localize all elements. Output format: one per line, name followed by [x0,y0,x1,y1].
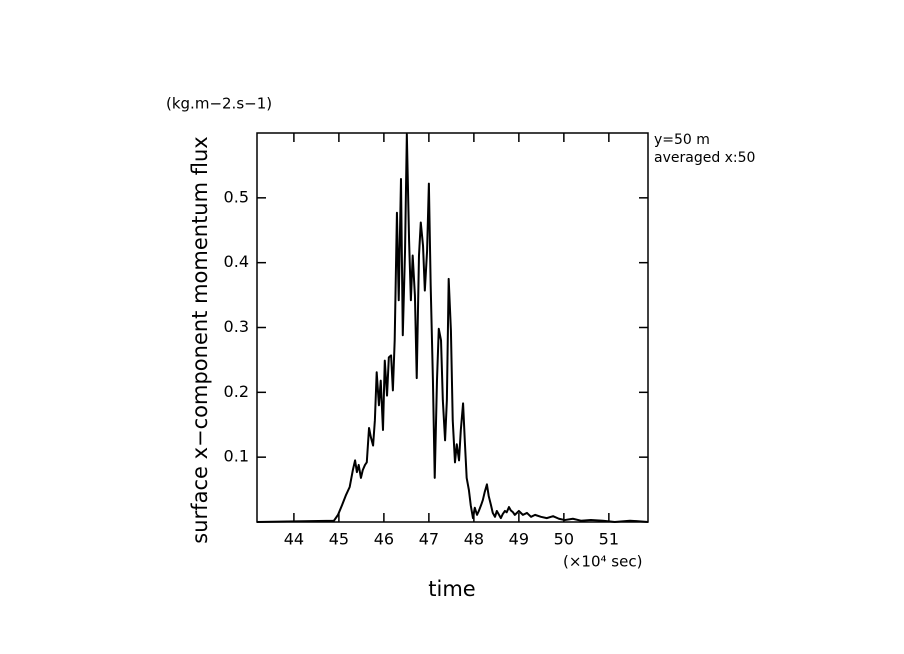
x-unit: (×10⁴ sec) [563,553,642,571]
y-tick-label: 0.5 [224,187,249,206]
y-tick-label: 0.4 [224,252,249,271]
x-axis-title: time [428,577,475,601]
y-tick-label: 0.1 [224,447,249,466]
x-tick-label: 50 [554,530,574,549]
x-tick-label: 47 [419,530,439,549]
plot-frame [256,132,649,523]
x-tick-label: 45 [329,530,349,549]
data-line [256,133,649,523]
y-axis-title: surface x−component momentum flux [188,136,212,543]
y-unit: (kg.m−2.s−1) [166,95,272,113]
x-tick-label: 46 [374,530,394,549]
annotation: y=50 m [654,132,710,148]
x-tick-label: 48 [464,530,484,549]
annotation: averaged x:50 [654,150,755,166]
x-tick-label: 51 [599,530,619,549]
y-tick-label: 0.3 [224,317,249,336]
y-tick-label: 0.2 [224,382,249,401]
x-tick-label: 44 [284,530,304,549]
x-tick-label: 49 [509,530,529,549]
